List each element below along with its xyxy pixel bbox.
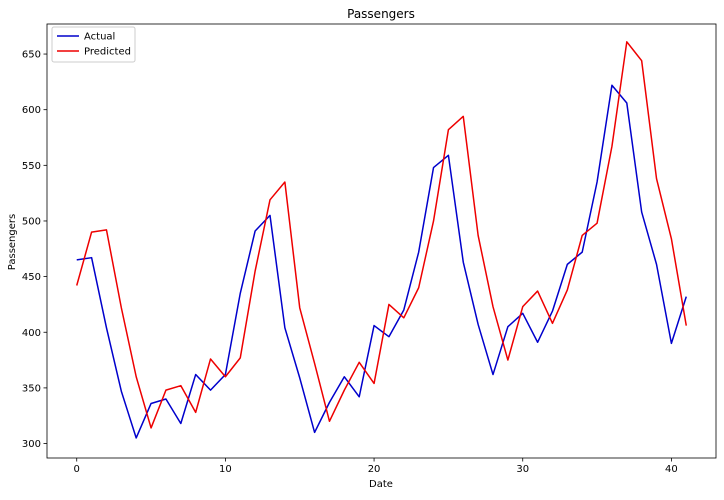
- plot-area: 0 10 20 30 40 300 350 400 450 500 550 600 650: [22, 23, 717, 475]
- y-tick-label: 300: [22, 439, 41, 450]
- axes-frame: [46, 23, 717, 459]
- legend-label-actual: Actual: [84, 32, 115, 43]
- y-tick-label: 550: [22, 161, 41, 172]
- y-tick-label: 600: [22, 105, 41, 116]
- x-tick-label: 20: [368, 464, 381, 475]
- x-tick-label: 10: [219, 464, 232, 475]
- x-tick-label: 40: [665, 464, 678, 475]
- x-tick-label: 30: [516, 464, 529, 475]
- series-line-actual: [76, 84, 687, 439]
- x-tick-label: 0: [74, 464, 80, 475]
- series-line-predicted: [76, 41, 688, 429]
- chart-title: Passengers: [347, 7, 415, 21]
- y-tick-label: 350: [22, 383, 41, 394]
- y-tick-label: 500: [22, 216, 41, 227]
- legend-label-predicted: Predicted: [84, 47, 131, 58]
- y-tick-label: 650: [22, 50, 41, 61]
- legend: Actual Predicted: [51, 26, 136, 63]
- y-axis-label: Passengers: [7, 214, 18, 270]
- y-tick-label: 450: [22, 272, 41, 283]
- y-tick-label: 400: [22, 328, 41, 339]
- x-axis-label: Date: [369, 479, 393, 490]
